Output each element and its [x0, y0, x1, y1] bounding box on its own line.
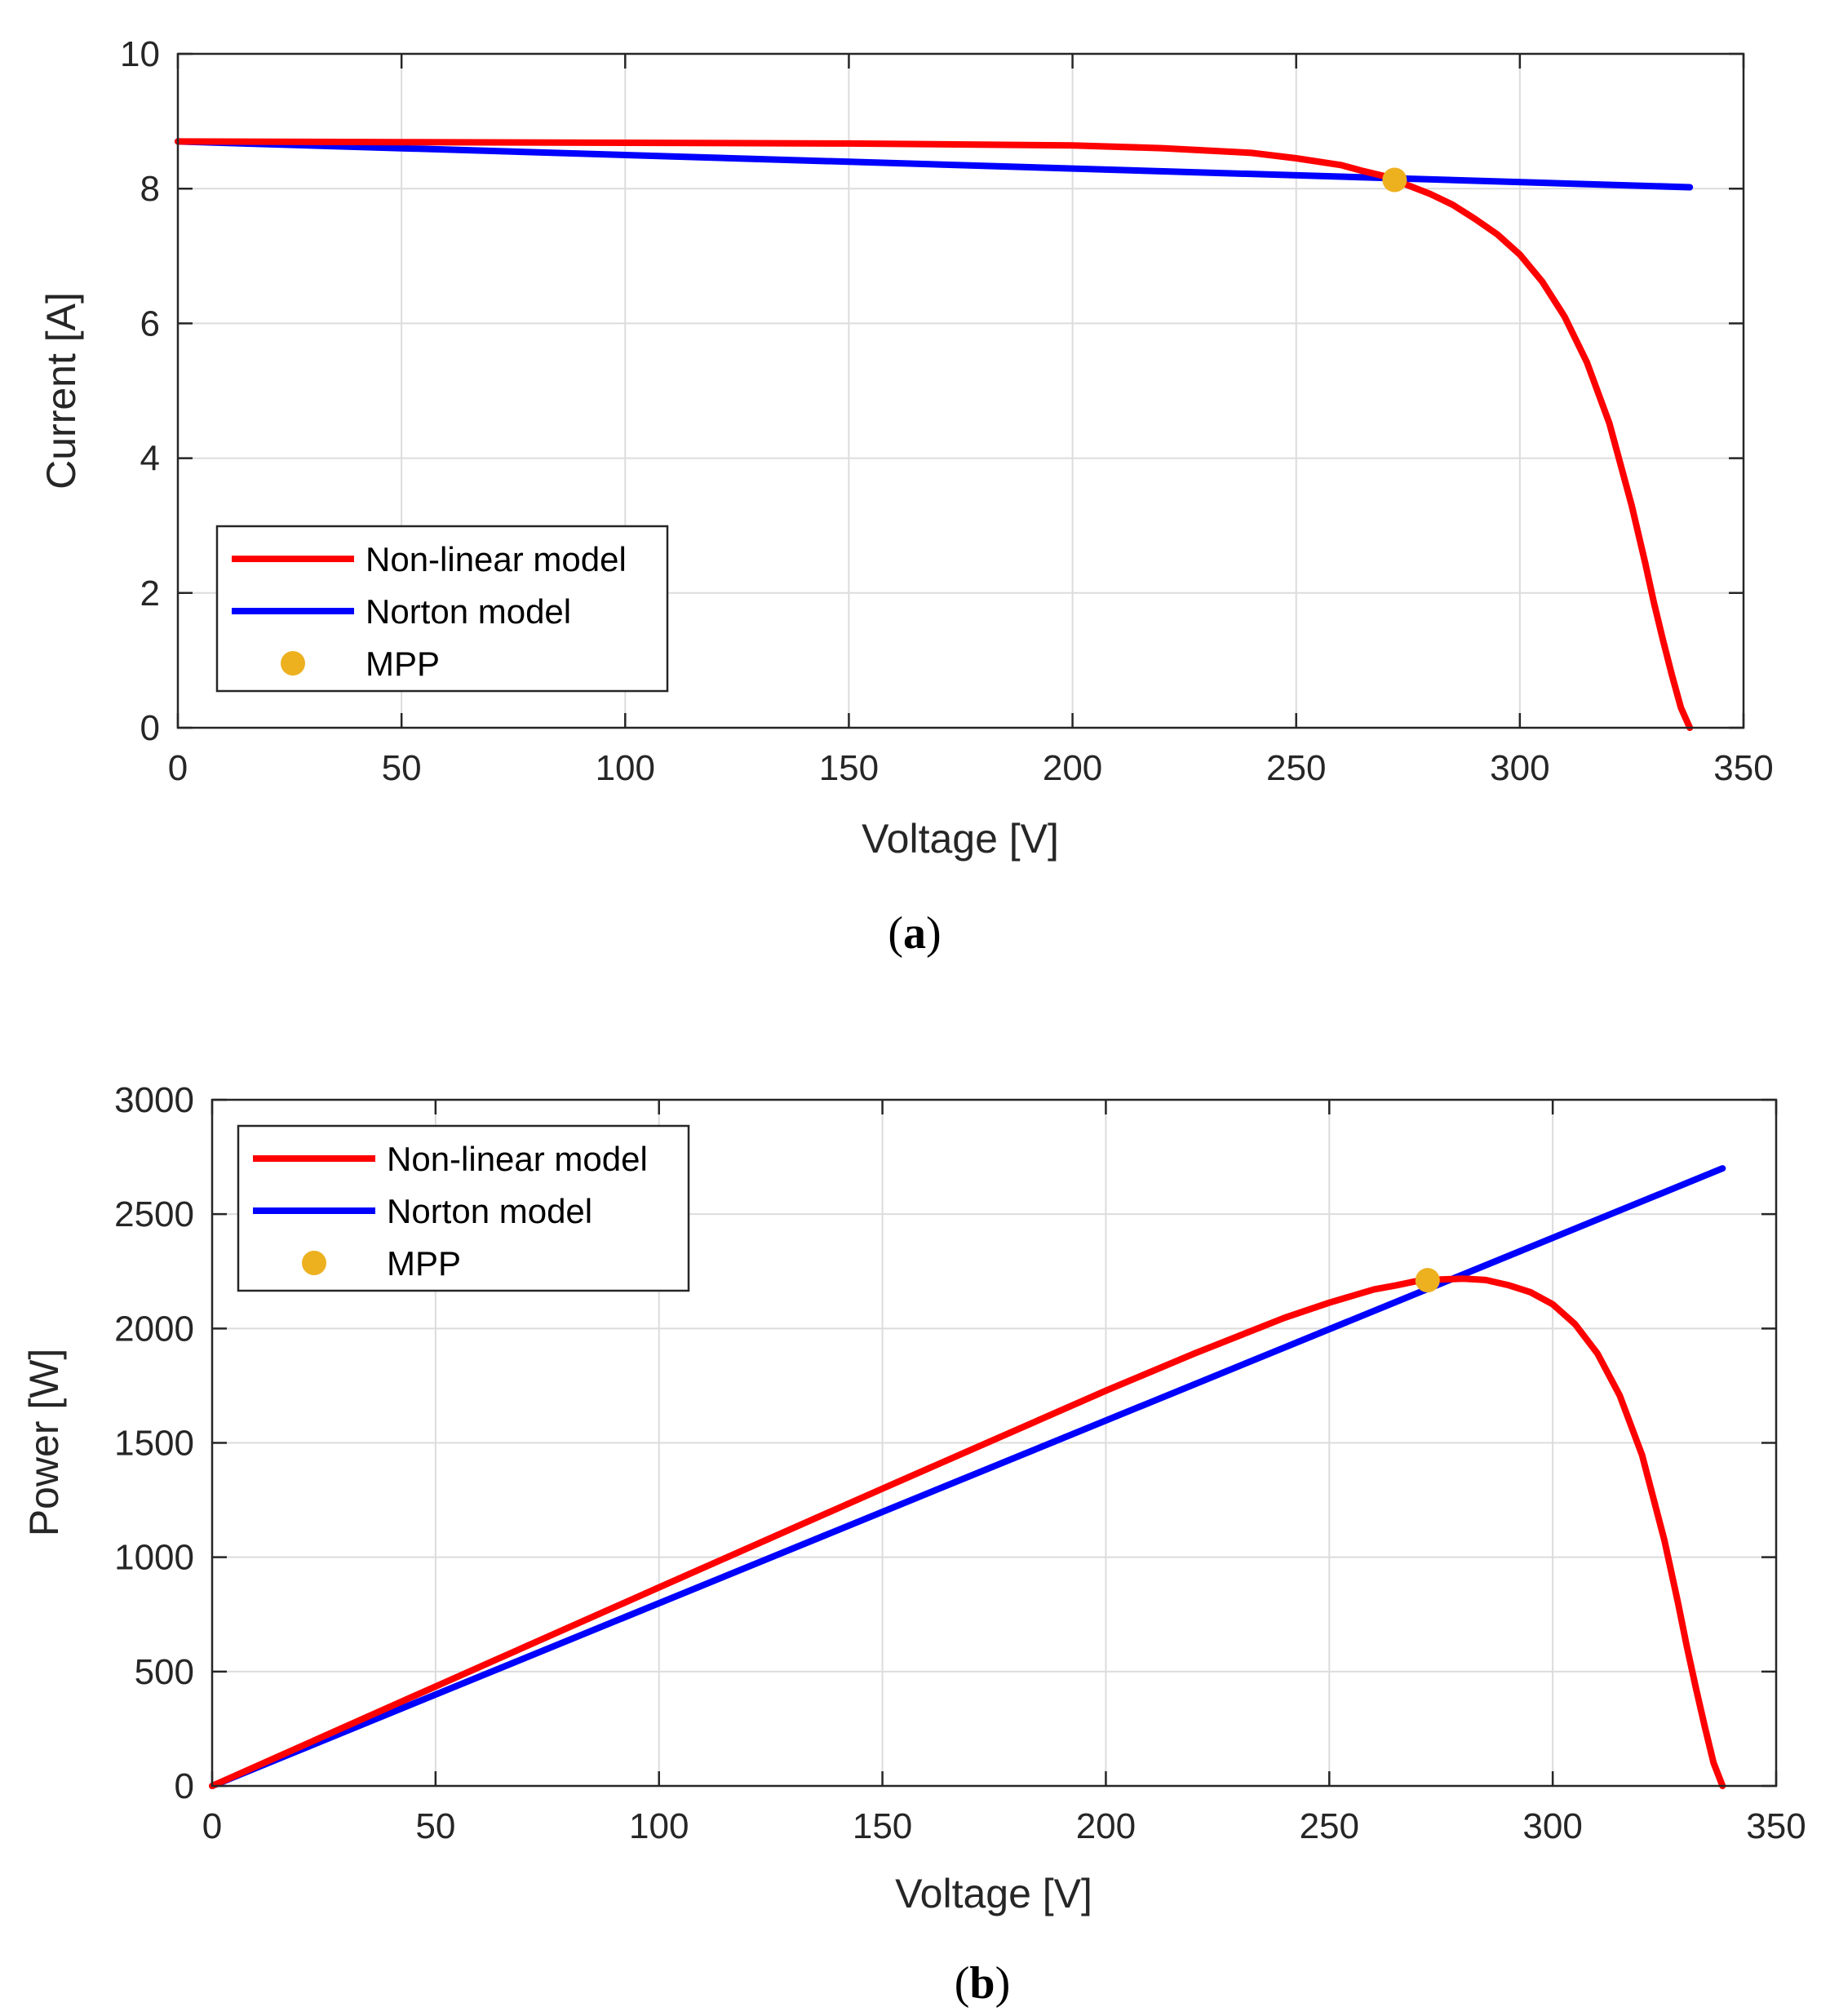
- x-tick-label: 150: [819, 748, 879, 788]
- y-tick-label: 4: [140, 439, 160, 479]
- y-tick-label: 10: [120, 34, 160, 74]
- x-tick-label: 100: [629, 1806, 689, 1846]
- x-tick-labels: 0 50 100 150 200 250 300 350: [168, 748, 1774, 788]
- legend-label-mpp: MPP: [387, 1244, 461, 1283]
- caption-letter: b: [969, 1958, 995, 2009]
- x-tick-label: 200: [1076, 1806, 1136, 1846]
- y-axis-label: Power [W]: [21, 1349, 67, 1537]
- chart-current-voltage: 0 50 100 150 200 250 300 350 0 2 4 6 8 10 Voltage [V…: [38, 34, 1774, 959]
- series-line-non-linear-model: [175, 138, 1694, 731]
- caption: (a): [888, 908, 941, 959]
- y-tick-label: 2: [140, 574, 160, 614]
- x-tick-labels: 0 50 100 150 200 250 300 350: [202, 1806, 1806, 1846]
- series-lines: [209, 1165, 1726, 1789]
- y-tick-label: 0: [175, 1766, 194, 1806]
- legend-label-norton-model: Norton model: [387, 1192, 592, 1230]
- x-tick-label: 350: [1713, 748, 1773, 788]
- legend: Non-linear model Norton model MPP: [215, 525, 669, 693]
- x-tick-label: 0: [202, 1806, 222, 1846]
- y-tick-label: 1000: [114, 1538, 194, 1578]
- x-tick-label: 150: [853, 1806, 912, 1846]
- y-tick-labels: 0 2 4 6 8 10: [120, 34, 160, 748]
- legend-label-mpp: MPP: [366, 645, 440, 683]
- x-tick-label: 300: [1490, 748, 1549, 788]
- y-tick-label: 3000: [114, 1080, 194, 1120]
- x-tick-label: 250: [1266, 748, 1326, 788]
- x-tick-label: 300: [1522, 1806, 1582, 1846]
- legend: Non-linear model Norton model MPP: [237, 1124, 690, 1292]
- mpp-marker: [1382, 167, 1407, 193]
- series-line-norton-model: [175, 138, 1694, 191]
- series-line-norton-model: [209, 1165, 1726, 1789]
- caption: (b): [955, 1958, 1010, 2009]
- legend-swatch-mpp: [302, 1251, 326, 1275]
- caption-letter: a: [903, 908, 926, 959]
- x-tick-label: 50: [415, 1806, 455, 1846]
- chart-power-voltage: 0 50 100 150 200 250 300 350 0 500 1000 1500 2000 25…: [21, 1080, 1806, 2009]
- y-tick-label: 8: [140, 169, 160, 209]
- series-lines: [175, 138, 1694, 731]
- y-tick-label: 2000: [114, 1309, 194, 1349]
- y-tick-label: 1500: [114, 1424, 194, 1464]
- x-tick-label: 50: [382, 748, 422, 788]
- x-tick-label: 250: [1300, 1806, 1359, 1846]
- series-line-non-linear-model: [209, 1275, 1726, 1789]
- legend-label-non-linear-model: Non-linear model: [366, 540, 627, 578]
- legend-label-non-linear-model: Non-linear model: [387, 1140, 648, 1178]
- x-axis-label: Voltage [V]: [895, 1871, 1092, 1916]
- x-tick-label: 100: [596, 748, 655, 788]
- axes-frame: [210, 1098, 1778, 1788]
- legend-label-norton-model: Norton model: [366, 592, 571, 631]
- mpp-marker: [1415, 1268, 1440, 1293]
- x-axis-label: Voltage [V]: [862, 816, 1059, 862]
- x-tick-label: 0: [168, 748, 188, 788]
- axes-frame: [176, 52, 1745, 729]
- y-tick-label: 6: [140, 304, 160, 343]
- y-tick-label: 2500: [114, 1194, 194, 1234]
- y-tick-label: 0: [140, 708, 160, 748]
- y-axis-label: Current [A]: [38, 292, 84, 490]
- legend-swatch-mpp: [281, 651, 305, 676]
- x-tick-label: 200: [1043, 748, 1102, 788]
- y-tick-label: 500: [135, 1652, 194, 1692]
- y-tick-labels: 0 500 1000 1500 2000 2500 3000: [114, 1080, 194, 1806]
- x-tick-label: 350: [1746, 1806, 1806, 1846]
